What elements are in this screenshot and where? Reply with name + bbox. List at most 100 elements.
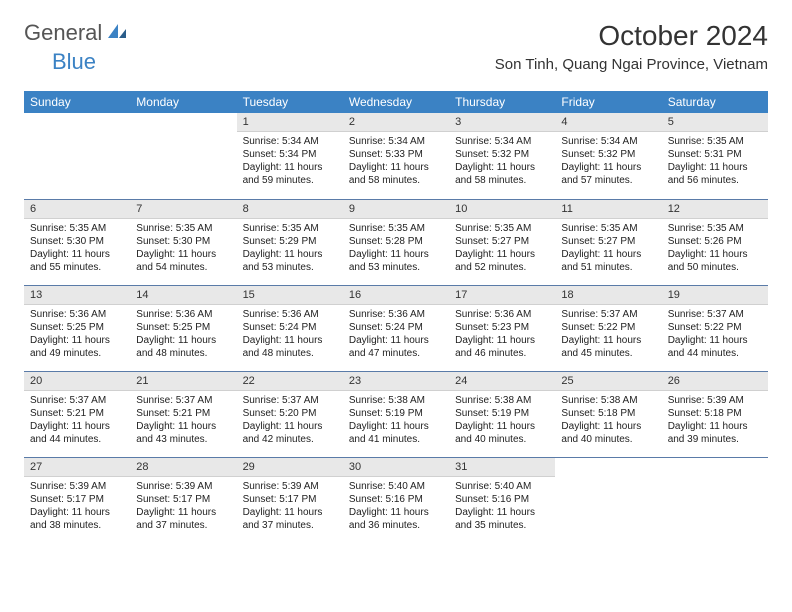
calendar-day-cell xyxy=(662,457,768,543)
daylight-text: Daylight: 11 hours and 46 minutes. xyxy=(455,334,549,360)
calendar-day-cell: 20Sunrise: 5:37 AMSunset: 5:21 PMDayligh… xyxy=(24,371,130,457)
day-number: 25 xyxy=(555,372,661,391)
sunset-text: Sunset: 5:21 PM xyxy=(30,407,124,420)
sunrise-text: Sunrise: 5:36 AM xyxy=(243,308,337,321)
sunrise-text: Sunrise: 5:40 AM xyxy=(455,480,549,493)
day-number: 20 xyxy=(24,372,130,391)
sunrise-text: Sunrise: 5:35 AM xyxy=(243,222,337,235)
day-number: 1 xyxy=(237,113,343,132)
daylight-text: Daylight: 11 hours and 48 minutes. xyxy=(136,334,230,360)
sunset-text: Sunset: 5:31 PM xyxy=(668,148,762,161)
day-content: Sunrise: 5:38 AMSunset: 5:19 PMDaylight:… xyxy=(343,391,449,449)
sunrise-text: Sunrise: 5:39 AM xyxy=(136,480,230,493)
daylight-text: Daylight: 11 hours and 59 minutes. xyxy=(243,161,337,187)
day-content: Sunrise: 5:35 AMSunset: 5:27 PMDaylight:… xyxy=(449,219,555,277)
sunset-text: Sunset: 5:23 PM xyxy=(455,321,549,334)
daylight-text: Daylight: 11 hours and 57 minutes. xyxy=(561,161,655,187)
day-content: Sunrise: 5:39 AMSunset: 5:17 PMDaylight:… xyxy=(130,477,236,535)
daylight-text: Daylight: 11 hours and 44 minutes. xyxy=(30,420,124,446)
calendar-day-cell: 1Sunrise: 5:34 AMSunset: 5:34 PMDaylight… xyxy=(237,113,343,199)
daylight-text: Daylight: 11 hours and 52 minutes. xyxy=(455,248,549,274)
sunset-text: Sunset: 5:16 PM xyxy=(455,493,549,506)
sunset-text: Sunset: 5:17 PM xyxy=(30,493,124,506)
day-header: Tuesday xyxy=(237,91,343,113)
logo: General xyxy=(24,20,130,46)
day-content: Sunrise: 5:35 AMSunset: 5:28 PMDaylight:… xyxy=(343,219,449,277)
calendar-day-cell: 9Sunrise: 5:35 AMSunset: 5:28 PMDaylight… xyxy=(343,199,449,285)
sunrise-text: Sunrise: 5:37 AM xyxy=(668,308,762,321)
sunset-text: Sunset: 5:19 PM xyxy=(455,407,549,420)
sunset-text: Sunset: 5:16 PM xyxy=(349,493,443,506)
calendar-day-cell: 2Sunrise: 5:34 AMSunset: 5:33 PMDaylight… xyxy=(343,113,449,199)
sunset-text: Sunset: 5:22 PM xyxy=(668,321,762,334)
daylight-text: Daylight: 11 hours and 45 minutes. xyxy=(561,334,655,360)
sunset-text: Sunset: 5:29 PM xyxy=(243,235,337,248)
day-number: 14 xyxy=(130,286,236,305)
calendar-day-cell xyxy=(24,113,130,199)
day-content: Sunrise: 5:38 AMSunset: 5:19 PMDaylight:… xyxy=(449,391,555,449)
location: Son Tinh, Quang Ngai Province, Vietnam xyxy=(495,56,768,73)
day-number: 7 xyxy=(130,200,236,219)
calendar-day-cell: 29Sunrise: 5:39 AMSunset: 5:17 PMDayligh… xyxy=(237,457,343,543)
sunrise-text: Sunrise: 5:37 AM xyxy=(136,394,230,407)
sunset-text: Sunset: 5:32 PM xyxy=(455,148,549,161)
sunrise-text: Sunrise: 5:38 AM xyxy=(561,394,655,407)
sunrise-text: Sunrise: 5:35 AM xyxy=(561,222,655,235)
day-content: Sunrise: 5:36 AMSunset: 5:25 PMDaylight:… xyxy=(130,305,236,363)
sunrise-text: Sunrise: 5:36 AM xyxy=(136,308,230,321)
sunset-text: Sunset: 5:21 PM xyxy=(136,407,230,420)
day-number: 24 xyxy=(449,372,555,391)
sunrise-text: Sunrise: 5:39 AM xyxy=(243,480,337,493)
day-content: Sunrise: 5:39 AMSunset: 5:18 PMDaylight:… xyxy=(662,391,768,449)
day-number: 2 xyxy=(343,113,449,132)
day-header: Saturday xyxy=(662,91,768,113)
day-content: Sunrise: 5:34 AMSunset: 5:34 PMDaylight:… xyxy=(237,132,343,190)
calendar-week-row: 20Sunrise: 5:37 AMSunset: 5:21 PMDayligh… xyxy=(24,371,768,457)
sunrise-text: Sunrise: 5:35 AM xyxy=(668,222,762,235)
day-header: Sunday xyxy=(24,91,130,113)
daylight-text: Daylight: 11 hours and 36 minutes. xyxy=(349,506,443,532)
calendar-day-cell: 24Sunrise: 5:38 AMSunset: 5:19 PMDayligh… xyxy=(449,371,555,457)
calendar-day-cell: 4Sunrise: 5:34 AMSunset: 5:32 PMDaylight… xyxy=(555,113,661,199)
daylight-text: Daylight: 11 hours and 38 minutes. xyxy=(30,506,124,532)
day-number: 3 xyxy=(449,113,555,132)
day-content: Sunrise: 5:37 AMSunset: 5:22 PMDaylight:… xyxy=(555,305,661,363)
daylight-text: Daylight: 11 hours and 49 minutes. xyxy=(30,334,124,360)
sunrise-text: Sunrise: 5:35 AM xyxy=(30,222,124,235)
day-number: 18 xyxy=(555,286,661,305)
daylight-text: Daylight: 11 hours and 41 minutes. xyxy=(349,420,443,446)
day-number: 28 xyxy=(130,458,236,477)
calendar-day-cell: 3Sunrise: 5:34 AMSunset: 5:32 PMDaylight… xyxy=(449,113,555,199)
daylight-text: Daylight: 11 hours and 53 minutes. xyxy=(243,248,337,274)
sunset-text: Sunset: 5:30 PM xyxy=(30,235,124,248)
daylight-text: Daylight: 11 hours and 54 minutes. xyxy=(136,248,230,274)
day-content: Sunrise: 5:37 AMSunset: 5:22 PMDaylight:… xyxy=(662,305,768,363)
calendar-day-cell: 25Sunrise: 5:38 AMSunset: 5:18 PMDayligh… xyxy=(555,371,661,457)
calendar-day-cell: 30Sunrise: 5:40 AMSunset: 5:16 PMDayligh… xyxy=(343,457,449,543)
day-header-row: Sunday Monday Tuesday Wednesday Thursday… xyxy=(24,91,768,113)
day-content: Sunrise: 5:39 AMSunset: 5:17 PMDaylight:… xyxy=(24,477,130,535)
calendar-week-row: 13Sunrise: 5:36 AMSunset: 5:25 PMDayligh… xyxy=(24,285,768,371)
sunset-text: Sunset: 5:26 PM xyxy=(668,235,762,248)
calendar-day-cell: 15Sunrise: 5:36 AMSunset: 5:24 PMDayligh… xyxy=(237,285,343,371)
day-number: 15 xyxy=(237,286,343,305)
sunrise-text: Sunrise: 5:39 AM xyxy=(30,480,124,493)
sunset-text: Sunset: 5:17 PM xyxy=(136,493,230,506)
day-content: Sunrise: 5:35 AMSunset: 5:29 PMDaylight:… xyxy=(237,219,343,277)
day-content: Sunrise: 5:37 AMSunset: 5:21 PMDaylight:… xyxy=(24,391,130,449)
daylight-text: Daylight: 11 hours and 35 minutes. xyxy=(455,506,549,532)
sunrise-text: Sunrise: 5:38 AM xyxy=(455,394,549,407)
day-number: 5 xyxy=(662,113,768,132)
day-number: 22 xyxy=(237,372,343,391)
day-number: 4 xyxy=(555,113,661,132)
day-number: 11 xyxy=(555,200,661,219)
title-block: October 2024 Son Tinh, Quang Ngai Provin… xyxy=(495,20,768,73)
calendar-day-cell: 23Sunrise: 5:38 AMSunset: 5:19 PMDayligh… xyxy=(343,371,449,457)
day-number: 13 xyxy=(24,286,130,305)
calendar-day-cell: 8Sunrise: 5:35 AMSunset: 5:29 PMDaylight… xyxy=(237,199,343,285)
day-number: 29 xyxy=(237,458,343,477)
sunset-text: Sunset: 5:25 PM xyxy=(136,321,230,334)
daylight-text: Daylight: 11 hours and 42 minutes. xyxy=(243,420,337,446)
calendar-day-cell: 11Sunrise: 5:35 AMSunset: 5:27 PMDayligh… xyxy=(555,199,661,285)
daylight-text: Daylight: 11 hours and 44 minutes. xyxy=(668,334,762,360)
